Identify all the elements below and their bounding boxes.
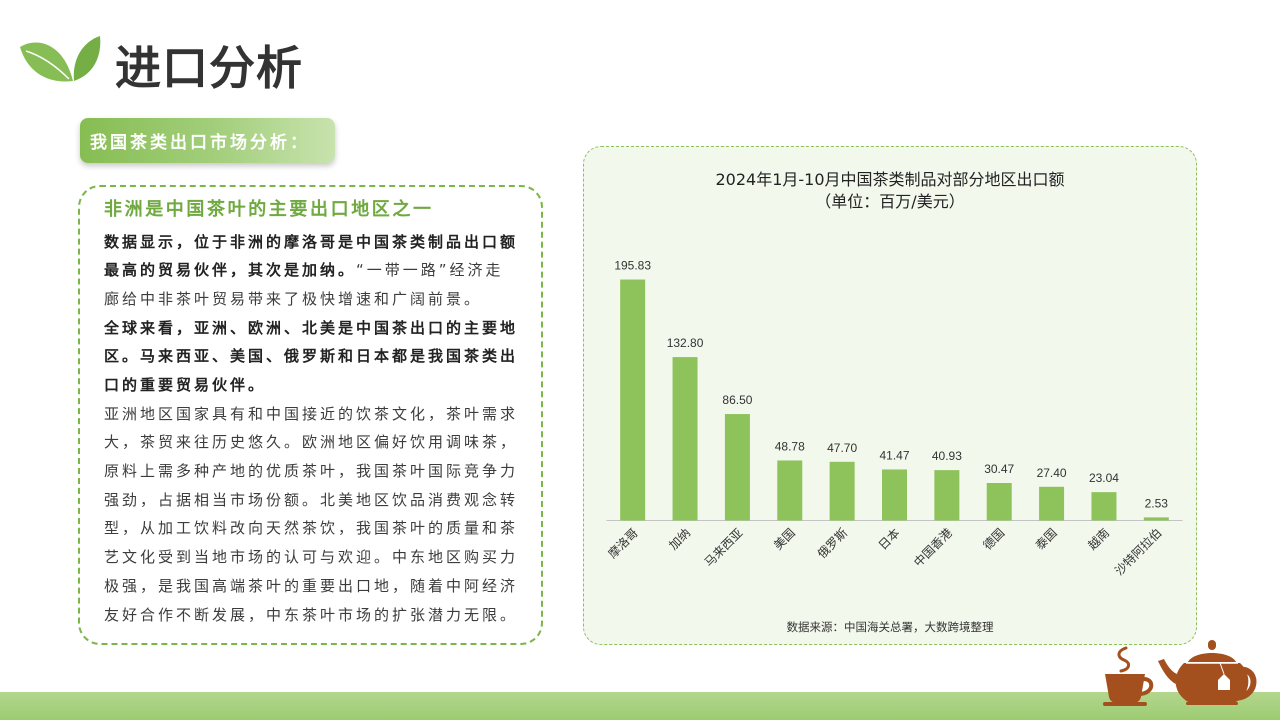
bar-value-label: 40.93 xyxy=(932,449,962,463)
bar-value-label: 86.50 xyxy=(722,393,752,407)
text-segment: 友好合作不断发展，中东茶叶市场的扩张潜力无限。 xyxy=(104,605,517,624)
bar-value-label: 41.47 xyxy=(879,448,909,462)
bar-value-label: 27.40 xyxy=(1037,466,1067,480)
text-line: 艺文化受到当地市场的认可与欢迎。中东地区购买力 xyxy=(104,543,517,572)
section-label: 我国茶类出口市场分析： xyxy=(80,118,335,163)
tea-cup-icon xyxy=(1103,646,1154,706)
teapot-lid xyxy=(1188,653,1236,662)
text-segment: “一带一路”经济走 xyxy=(356,261,504,280)
card-heading: 非洲是中国茶叶的主要出口地区之一 xyxy=(104,199,434,220)
tea-bag-string xyxy=(1219,662,1225,675)
bar-10 xyxy=(1091,492,1117,521)
text-line: 亚洲地区国家具有和中国接近的饮茶文化，茶叶需求 xyxy=(104,400,517,429)
tea-bag-tag xyxy=(1218,674,1230,690)
bar-value-label: 48.78 xyxy=(775,439,805,453)
text-segment: 强劲，占据相当市场份额。北美地区饮品消费观念转 xyxy=(104,490,517,509)
text-segment: 艺文化受到当地市场的认可与欢迎。中东地区购买力 xyxy=(104,548,517,567)
category-label: 马来西亚 xyxy=(702,526,746,570)
bar-4 xyxy=(777,460,803,521)
text-line: 原料上需多种产地的优质茶叶，我国茶叶国际竞争力 xyxy=(104,457,517,486)
bar-value-label: 132.80 xyxy=(667,336,704,350)
text-segment-bold: 最高的贸易伙伴，其次是加纳。 xyxy=(104,261,357,280)
leaf-right xyxy=(73,36,101,81)
text-line: 区。马来西亚、美国、俄罗斯和日本都是我国茶类出 xyxy=(104,342,517,371)
bar-value-label: 2.53 xyxy=(1145,496,1169,510)
bar-11 xyxy=(1143,517,1169,521)
bar-8 xyxy=(986,483,1012,521)
chart-source: 数据来源：中国海关总署，大数跨境整理 xyxy=(786,619,994,634)
bar-value-label: 195.83 xyxy=(614,259,651,273)
bar-2 xyxy=(672,357,698,521)
category-label: 美国 xyxy=(771,526,798,553)
category-label: 加纳 xyxy=(666,526,693,553)
bar-3 xyxy=(724,414,750,521)
text-segment: 廊给中非茶叶贸易带来了极快增速和广阔前景。 xyxy=(104,289,483,308)
cup-body xyxy=(1105,674,1145,703)
text-segment: 型，从加工饮料改向天然茶饮，我国茶叶的质量和茶 xyxy=(104,519,517,538)
teapot-icon xyxy=(1158,640,1257,705)
text-card: 非洲是中国茶叶的主要出口地区之一 数据显示，位于非洲的摩洛哥是中国茶类制品出口额… xyxy=(78,185,543,645)
category-label: 德国 xyxy=(980,525,1008,553)
category-label: 日本 xyxy=(876,526,903,553)
bar-value-label: 47.70 xyxy=(827,441,857,455)
category-label: 中国香港 xyxy=(910,525,955,570)
bar-chart: 195.83 摩洛哥 132.80 加纳 86.50 马来西亚 48.78 美国 47.70 俄罗… xyxy=(605,259,1183,578)
leaf-icon xyxy=(20,36,101,82)
category-label: 泰国 xyxy=(1033,526,1060,553)
card-body: 数据显示，位于非洲的摩洛哥是中国茶类制品出口额 最高的贸易伙伴，其次是加纳。“一… xyxy=(104,228,517,630)
steam xyxy=(1117,646,1130,673)
leaf-left xyxy=(20,42,73,82)
category-label: 摩洛哥 xyxy=(605,525,641,561)
teapot-body xyxy=(1175,663,1249,703)
tea-set-decoration xyxy=(1103,640,1257,706)
text-line: 型，从加工饮料改向天然茶饮，我国茶叶的质量和茶 xyxy=(104,514,517,543)
text-line: 最高的贸易伙伴，其次是加纳。“一带一路”经济走 xyxy=(104,256,517,285)
category-label: 越南 xyxy=(1084,525,1112,553)
text-segment-bold: 全球来看，亚洲、欧洲、北美是中国茶出口的主要地 xyxy=(104,318,517,337)
footer-band xyxy=(0,692,1280,720)
teapot-handle xyxy=(1235,666,1257,701)
text-line: 强劲，占据相当市场份额。北美地区饮品消费观念转 xyxy=(104,486,517,515)
text-segment: 极强，是我国高端茶叶的重要出口地，随着中阿经济 xyxy=(104,576,517,595)
page-title: 进口分析 xyxy=(115,41,303,95)
category-label: 俄罗斯 xyxy=(815,526,850,561)
bar-7 xyxy=(934,470,960,521)
category-label: 沙特阿拉伯 xyxy=(1111,525,1164,578)
text-line: 友好合作不断发展，中东茶叶市场的扩张潜力无限。 xyxy=(104,601,517,630)
chart-panel: 2024年1月-10月中国茶类制品对部分地区出口额 （单位：百万/美元） 195… xyxy=(583,146,1197,645)
teapot-base xyxy=(1186,702,1238,705)
text-line: 廊给中非茶叶贸易带来了极快增速和广阔前景。 xyxy=(104,285,517,314)
teapot-knob xyxy=(1208,640,1216,650)
text-segment-bold: 口的重要贸易伙伴。 xyxy=(104,376,267,395)
text-line: 大，茶贸来往历史悠久。欧洲地区偏好饮用调味茶， xyxy=(104,428,517,457)
text-line: 全球来看，亚洲、欧洲、北美是中国茶出口的主要地 xyxy=(104,314,517,343)
leaf-left-vein xyxy=(25,50,70,80)
cup-saucer xyxy=(1103,702,1147,706)
bar-1 xyxy=(620,279,646,521)
section-label-text: 我国茶类出口市场分析： xyxy=(90,133,310,153)
text-line: 数据显示，位于非洲的摩洛哥是中国茶类制品出口额 xyxy=(104,228,517,257)
text-segment: 大，茶贸来往历史悠久。欧洲地区偏好饮用调味茶， xyxy=(104,433,517,452)
bar-5 xyxy=(829,461,855,521)
bar-9 xyxy=(1039,486,1065,521)
chart-subtitle: （单位：百万/美元） xyxy=(815,191,965,211)
chart-title: 2024年1月-10月中国茶类制品对部分地区出口额 xyxy=(715,169,1065,189)
text-segment-bold: 区。马来西亚、美国、俄罗斯和日本都是我国茶类出 xyxy=(104,347,517,366)
cup-handle xyxy=(1139,677,1154,696)
text-segment: 亚洲地区国家具有和中国接近的饮茶文化，茶叶需求 xyxy=(104,404,517,423)
text-segment: 原料上需多种产地的优质茶叶，我国茶叶国际竞争力 xyxy=(104,462,517,481)
bar-value-label: 23.04 xyxy=(1089,471,1119,485)
text-segment-bold: 数据显示，位于非洲的摩洛哥是中国茶类制品出口额 xyxy=(104,232,517,251)
text-line: 极强，是我国高端茶叶的重要出口地，随着中阿经济 xyxy=(104,572,517,601)
text-line: 口的重要贸易伙伴。 xyxy=(104,371,517,400)
bar-6 xyxy=(882,469,907,521)
bar-value-label: 30.47 xyxy=(984,462,1014,476)
